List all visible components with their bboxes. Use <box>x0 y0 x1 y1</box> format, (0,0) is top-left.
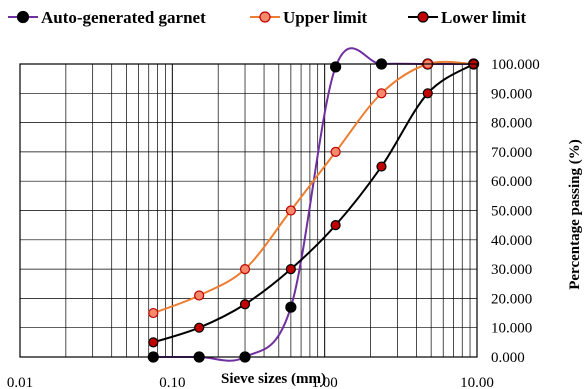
data-point-2 <box>376 161 387 172</box>
axes: 0.01 0.10 1.00 10.00 0.000 10.000 20.000 30.000… <box>7 57 583 389</box>
legend-marker-2 <box>417 11 429 23</box>
y-tick-label: 80.000 <box>491 116 532 132</box>
grid-lines <box>19 63 477 358</box>
y-tick-label: 90.000 <box>491 86 532 102</box>
plot-border <box>19 63 478 358</box>
legend: Auto-generated garnet Upper limit Lower li… <box>8 8 526 27</box>
y-axis-title: Percentage passing (%) <box>567 139 583 290</box>
data-point-0 <box>285 301 297 313</box>
x-tick-label: 0.01 <box>7 375 33 389</box>
legend-marker-0 <box>16 10 30 24</box>
y-tick-label: 60.000 <box>491 174 532 190</box>
data-point-1 <box>285 205 296 216</box>
x-tick-label: 10.00 <box>460 375 494 389</box>
y-tick-label: 20.000 <box>491 291 532 307</box>
data-point-1 <box>239 264 251 275</box>
y-tick-label: 70.000 <box>491 145 532 161</box>
x-tick-label: 0.10 <box>159 375 185 389</box>
data-point-1 <box>376 88 387 99</box>
y-tick-label: 50.000 <box>491 204 532 220</box>
y-tick-label: 0.000 <box>491 350 525 366</box>
legend-label-1: Upper limit <box>283 8 368 27</box>
data-point-2 <box>285 264 296 275</box>
data-point-1 <box>148 307 159 319</box>
data-point-2 <box>148 337 159 348</box>
x-axis-title: Sieve sizes (mm) <box>221 371 326 387</box>
legend-label-0: Auto-generated garnet <box>41 8 206 27</box>
data-point-2 <box>422 88 433 99</box>
data-point-2 <box>194 322 205 333</box>
series-line-1 <box>152 60 474 314</box>
data-point-2 <box>330 220 341 231</box>
y-tick-label: 10.000 <box>491 321 532 337</box>
legend-label-2: Lower limit <box>441 8 526 27</box>
data-point-1 <box>194 290 205 301</box>
x-tick-label: 1.00 <box>312 375 338 389</box>
y-tick-label: 40.000 <box>491 233 532 249</box>
data-point-1 <box>330 146 341 157</box>
y-tick-label: 30.000 <box>491 262 532 278</box>
data-point-2 <box>239 299 251 310</box>
legend-marker-1 <box>259 11 271 23</box>
series-line-2 <box>152 63 475 344</box>
series-markers <box>147 58 480 363</box>
y-tick-label: 100.000 <box>491 57 540 73</box>
